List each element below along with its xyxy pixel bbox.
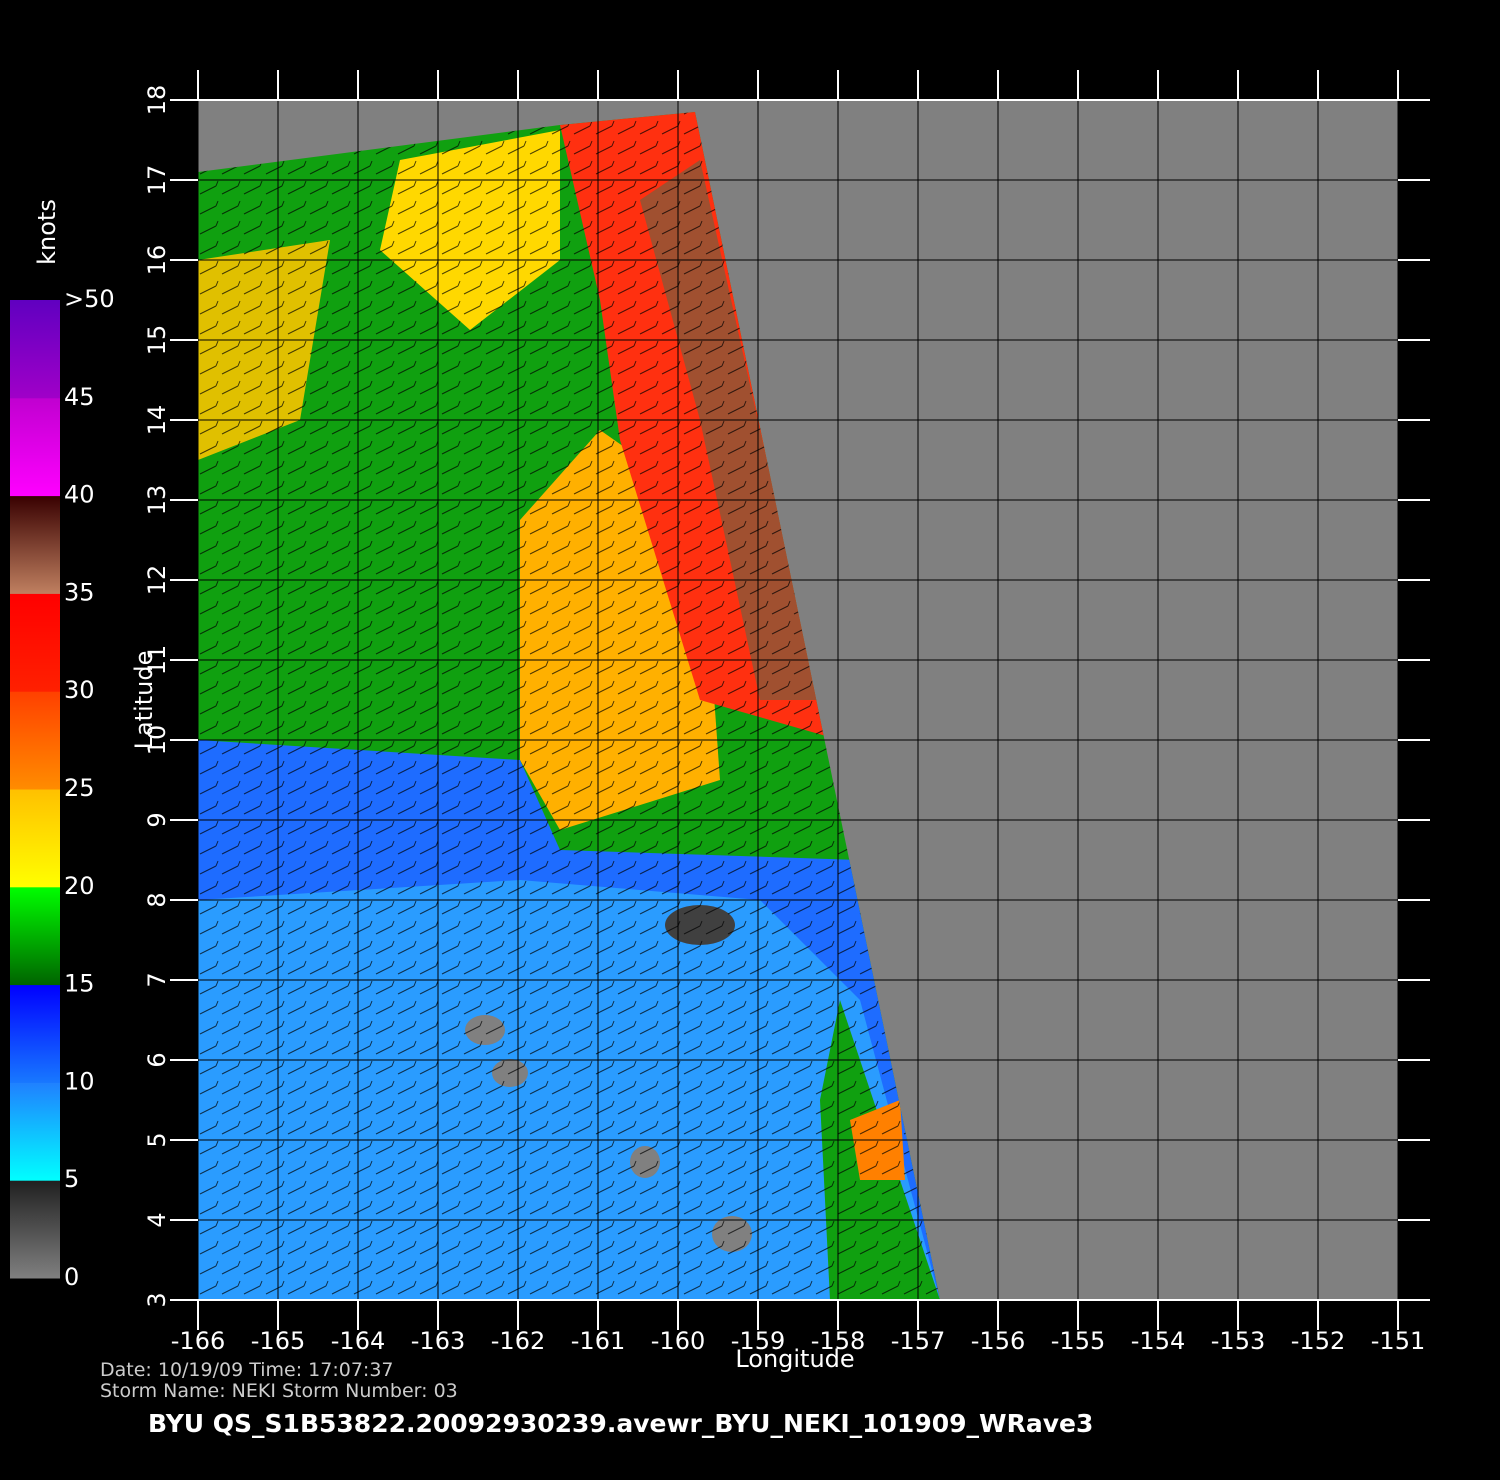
y-tick-label: 8	[143, 892, 171, 907]
y-tick-label: 11	[143, 645, 171, 676]
x-tick-label: -156	[971, 1327, 1025, 1355]
colorbar-tick-label: 45	[64, 383, 95, 411]
x-tick-label: -161	[571, 1327, 625, 1355]
x-tick-label: -163	[411, 1327, 465, 1355]
x-tick-label: -159	[731, 1327, 785, 1355]
x-tick-label: -152	[1291, 1327, 1345, 1355]
y-tick-label: 5	[143, 1132, 171, 1147]
colorbar-band	[10, 300, 60, 399]
date-line: Date: 10/19/09 Time: 17:07:37	[100, 1359, 394, 1381]
colorbar-band	[10, 984, 60, 1083]
colorbar-tick-label: 5	[64, 1165, 79, 1193]
x-tick-label: -164	[331, 1327, 385, 1355]
x-tick-label: -158	[811, 1327, 865, 1355]
colorbar-tick-label: 15	[64, 970, 95, 998]
x-tick-label: -166	[171, 1327, 225, 1355]
x-tick-label: -154	[1131, 1327, 1185, 1355]
y-tick-label: 16	[143, 245, 171, 276]
colorbar-tick-label: 40	[64, 481, 95, 509]
colorbar-tick-label: 10	[64, 1067, 95, 1095]
y-tick-label: 12	[143, 565, 171, 596]
x-tick-label: -165	[251, 1327, 305, 1355]
y-tick-label: 10	[143, 725, 171, 756]
colorbar-tick-label: 0	[64, 1263, 79, 1291]
y-tick-label: 6	[143, 1052, 171, 1067]
storm-line: Storm Name: NEKI Storm Number: 03	[100, 1380, 458, 1402]
x-tick-label: -157	[891, 1327, 945, 1355]
colorbar-tick-label: 30	[64, 676, 95, 704]
y-tick-label: 14	[143, 405, 171, 436]
colorbar-band	[10, 593, 60, 692]
colorbar-tick-label: >50	[64, 285, 115, 313]
colorbar-band	[10, 1180, 60, 1279]
y-tick-label: 13	[143, 485, 171, 516]
x-tick-label: -162	[491, 1327, 545, 1355]
y-tick-label: 9	[143, 812, 171, 827]
y-tick-label: 4	[143, 1212, 171, 1227]
footer-title: BYU QS_S1B53822.20092930239.avewr_BYU_NE…	[148, 1409, 1093, 1438]
colorbar-band	[10, 495, 60, 594]
y-tick-label: 3	[143, 1292, 171, 1307]
y-tick-label: 7	[143, 972, 171, 987]
y-tick-label: 17	[143, 165, 171, 196]
colorbar-band	[10, 691, 60, 790]
colorbar-band	[10, 789, 60, 888]
x-tick-label: -153	[1211, 1327, 1265, 1355]
colorbar-tick-label: 20	[64, 872, 95, 900]
x-tick-label: -160	[651, 1327, 705, 1355]
colorbar-tick-label: 25	[64, 774, 95, 802]
y-axis-label: Latitude	[130, 651, 158, 750]
colorbar-band	[10, 886, 60, 986]
colorbar-label: knots	[33, 199, 61, 265]
colorbar-tick-label: 35	[64, 578, 95, 606]
x-tick-label: -155	[1051, 1327, 1105, 1355]
y-tick-label: 15	[143, 325, 171, 356]
y-tick-label: 18	[143, 85, 171, 116]
x-tick-label: -151	[1371, 1327, 1425, 1355]
colorbar-band	[10, 1082, 60, 1181]
x-axis-label: Longitude	[735, 1345, 854, 1373]
colorbar-band	[10, 397, 60, 497]
